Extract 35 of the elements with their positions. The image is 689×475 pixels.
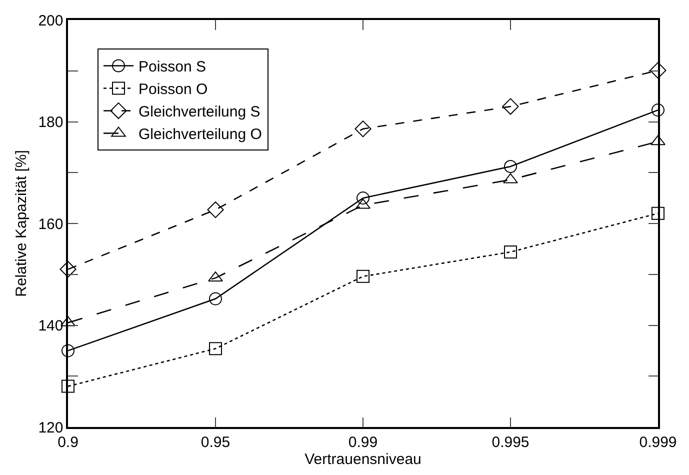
point <box>62 380 74 393</box>
point <box>504 245 517 258</box>
legend-label: Poisson O <box>138 81 208 98</box>
legend-label: Gleichverteilung S <box>138 104 260 121</box>
point <box>208 271 223 282</box>
point <box>356 198 370 209</box>
point <box>650 62 666 79</box>
point <box>354 120 372 138</box>
point <box>209 292 222 306</box>
x-tick-label: 0.995 <box>492 434 530 451</box>
legend-label: Poisson S <box>138 58 206 76</box>
point <box>652 206 664 220</box>
point <box>503 173 518 184</box>
x-tick-label: 0.9 <box>58 434 78 451</box>
y-tick-label: 180 <box>38 114 64 131</box>
y-axis-title: Relative Kapazität [%] <box>12 150 30 297</box>
x-tick-label: 0.95 <box>200 434 230 451</box>
point <box>356 192 370 205</box>
legend-label: Gleichverteilung O <box>138 126 262 144</box>
y-tick-label: 140 <box>38 318 64 334</box>
y-tick-label: 200 <box>38 12 64 30</box>
y-tick-label: 120 <box>38 419 64 436</box>
point <box>356 270 370 283</box>
point <box>60 260 76 278</box>
x-tick-label: 0.999 <box>639 434 677 451</box>
y-tick-label: 160 <box>38 216 64 233</box>
x-axis-title: Vertrauensniveau <box>304 450 422 468</box>
point <box>650 135 666 146</box>
x-tick-label: 0.99 <box>348 434 378 451</box>
point <box>62 344 74 358</box>
point <box>209 342 222 356</box>
point <box>207 201 224 218</box>
point <box>504 160 517 174</box>
point <box>502 98 519 115</box>
point <box>652 104 664 117</box>
